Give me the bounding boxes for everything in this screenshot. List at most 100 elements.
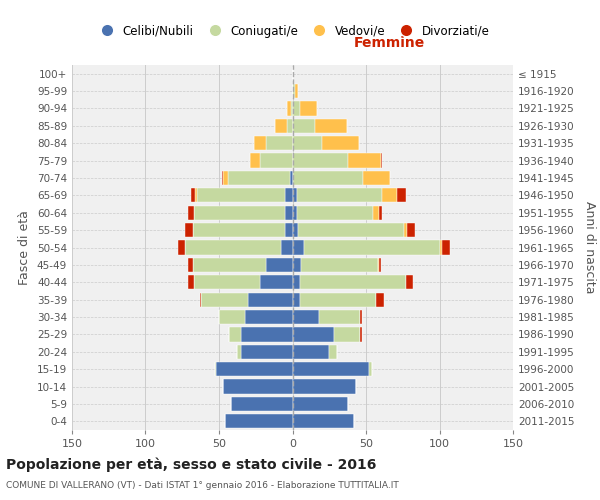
Bar bbox=[293, 275, 300, 289]
Y-axis label: Fasce di età: Fasce di età bbox=[19, 210, 31, 285]
Bar bbox=[293, 136, 322, 150]
Bar bbox=[404, 223, 407, 237]
Bar bbox=[197, 188, 285, 202]
Bar bbox=[285, 206, 293, 220]
Text: COMUNE DI VALLERANO (VT) - Dati ISTAT 1° gennaio 2016 - Elaborazione TUTTITALIA.: COMUNE DI VALLERANO (VT) - Dati ISTAT 1°… bbox=[6, 481, 399, 490]
Text: Popolazione per età, sesso e stato civile - 2016: Popolazione per età, sesso e stato civil… bbox=[6, 458, 376, 472]
Bar bbox=[196, 188, 197, 202]
Bar bbox=[293, 292, 300, 307]
Bar bbox=[293, 154, 349, 168]
Bar bbox=[382, 188, 397, 202]
Bar bbox=[293, 223, 298, 237]
Bar bbox=[275, 118, 287, 133]
Bar bbox=[304, 240, 439, 254]
Bar bbox=[293, 380, 356, 394]
Text: Femmine: Femmine bbox=[354, 36, 425, 51]
Bar bbox=[293, 414, 354, 428]
Bar bbox=[314, 118, 347, 133]
Bar bbox=[231, 397, 293, 411]
Bar bbox=[442, 240, 450, 254]
Bar bbox=[193, 223, 285, 237]
Bar bbox=[293, 240, 304, 254]
Bar bbox=[191, 188, 196, 202]
Bar bbox=[378, 258, 379, 272]
Bar bbox=[300, 292, 376, 307]
Legend: Celibi/Nubili, Coniugati/e, Vedovi/e, Divorziati/e: Celibi/Nubili, Coniugati/e, Vedovi/e, Di… bbox=[91, 20, 494, 42]
Bar bbox=[293, 84, 295, 98]
Bar bbox=[329, 344, 337, 359]
Bar bbox=[297, 188, 382, 202]
Bar bbox=[225, 414, 293, 428]
Bar bbox=[216, 362, 293, 376]
Bar bbox=[215, 362, 216, 376]
Bar bbox=[285, 223, 293, 237]
Bar bbox=[188, 275, 194, 289]
Bar bbox=[245, 310, 293, 324]
Bar bbox=[291, 102, 293, 116]
Bar bbox=[300, 102, 317, 116]
Bar bbox=[223, 380, 293, 394]
Bar bbox=[178, 240, 185, 254]
Bar bbox=[381, 154, 382, 168]
Bar bbox=[397, 188, 406, 202]
Bar bbox=[293, 397, 349, 411]
Bar bbox=[369, 362, 372, 376]
Bar bbox=[293, 102, 300, 116]
Bar bbox=[373, 206, 379, 220]
Bar bbox=[363, 171, 389, 185]
Bar bbox=[228, 171, 290, 185]
Bar bbox=[254, 136, 266, 150]
Bar bbox=[300, 275, 406, 289]
Bar bbox=[266, 136, 293, 150]
Bar bbox=[193, 258, 266, 272]
Bar bbox=[319, 310, 360, 324]
Bar bbox=[379, 258, 381, 272]
Bar bbox=[185, 240, 281, 254]
Bar bbox=[194, 275, 260, 289]
Bar bbox=[229, 328, 241, 342]
Bar bbox=[250, 154, 260, 168]
Bar bbox=[185, 223, 193, 237]
Bar bbox=[194, 206, 285, 220]
Bar bbox=[379, 206, 382, 220]
Bar bbox=[407, 223, 415, 237]
Bar bbox=[293, 362, 369, 376]
Bar bbox=[293, 171, 363, 185]
Bar bbox=[334, 328, 360, 342]
Bar bbox=[188, 206, 194, 220]
Bar bbox=[301, 258, 378, 272]
Bar bbox=[188, 258, 193, 272]
Bar bbox=[439, 240, 442, 254]
Bar bbox=[287, 118, 293, 133]
Y-axis label: Anni di nascita: Anni di nascita bbox=[583, 201, 596, 294]
Bar bbox=[322, 136, 359, 150]
Bar bbox=[260, 154, 293, 168]
Bar bbox=[406, 275, 413, 289]
Bar bbox=[287, 102, 291, 116]
Bar bbox=[260, 275, 293, 289]
Bar bbox=[295, 84, 298, 98]
Bar bbox=[281, 240, 293, 254]
Bar bbox=[293, 188, 297, 202]
Bar bbox=[349, 154, 381, 168]
Bar bbox=[241, 328, 293, 342]
Bar bbox=[290, 171, 293, 185]
Bar bbox=[360, 328, 362, 342]
Bar bbox=[241, 344, 293, 359]
Bar bbox=[219, 310, 245, 324]
Bar bbox=[293, 328, 334, 342]
Bar bbox=[297, 206, 373, 220]
Bar bbox=[266, 258, 293, 272]
Bar bbox=[293, 258, 301, 272]
Bar bbox=[248, 292, 293, 307]
Bar bbox=[360, 310, 362, 324]
Bar bbox=[376, 292, 383, 307]
Bar bbox=[298, 223, 404, 237]
Bar bbox=[200, 292, 202, 307]
Bar bbox=[293, 344, 329, 359]
Bar bbox=[202, 292, 248, 307]
Bar bbox=[236, 344, 241, 359]
Bar bbox=[285, 188, 293, 202]
Bar bbox=[293, 118, 314, 133]
Bar bbox=[293, 206, 297, 220]
